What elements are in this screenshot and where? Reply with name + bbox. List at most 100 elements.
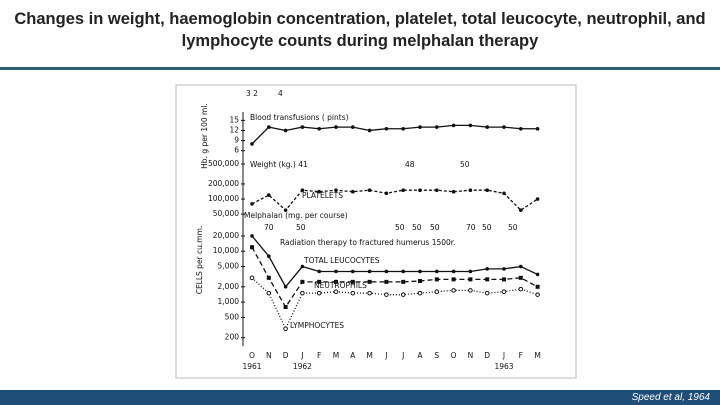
annotation: 4 (278, 89, 283, 98)
dose: 50 (412, 223, 422, 232)
data-point (249, 275, 255, 281)
data-point (451, 123, 456, 128)
data-point (300, 125, 305, 129)
x-tick-label: S (434, 351, 439, 360)
data-point (384, 126, 389, 131)
data-point (468, 188, 473, 193)
x-tick-label: F (317, 351, 321, 360)
dose: 70 (466, 223, 476, 232)
axis-label: CELLS per cu.mm. (195, 226, 204, 295)
x-tick-label: D (484, 351, 490, 360)
data-point (485, 277, 490, 282)
data-point (334, 125, 338, 129)
data-point (351, 125, 355, 129)
data-point (283, 326, 288, 331)
series-label: PLATELETS (302, 191, 343, 200)
data-point (535, 126, 540, 131)
data-point (334, 188, 338, 193)
data-point (266, 290, 272, 296)
data-point (367, 128, 372, 133)
x-tick-label: J (401, 351, 404, 360)
data-point (317, 269, 322, 274)
data-point (519, 264, 523, 269)
data-point (333, 289, 339, 295)
dose: 70 (264, 223, 274, 232)
annotation: Melphalan (mg. per course) (244, 211, 348, 220)
data-point (485, 125, 490, 129)
series-line (251, 235, 538, 288)
y-tick-label: 200,000 (208, 179, 239, 188)
data-point (418, 125, 422, 129)
data-point (367, 279, 372, 284)
y-tick-label: 9 (234, 136, 239, 145)
data-point (501, 289, 507, 295)
x-tick-label: A (350, 351, 356, 360)
data-point (484, 290, 490, 296)
dose: 50 (508, 223, 518, 232)
dose: 50 (430, 223, 440, 232)
data-point (535, 284, 540, 289)
annotation: 48 (405, 160, 415, 169)
data-point (317, 189, 322, 194)
annotation: Weight (kg.) 41 (250, 160, 308, 169)
data-point (300, 188, 305, 193)
data-point (351, 189, 355, 194)
data-point (535, 197, 540, 201)
data-point (250, 202, 254, 206)
x-tick-label: J (384, 351, 387, 360)
slide-title: Changes in weight, haemoglobin concentra… (14, 10, 706, 50)
data-point (451, 288, 456, 293)
data-point (334, 279, 338, 284)
data-point (250, 234, 254, 238)
data-point (250, 245, 254, 250)
data-point (518, 286, 524, 292)
data-point (502, 277, 506, 282)
y-tick-label: 10,000 (213, 246, 239, 255)
annotation: 50 (460, 160, 470, 169)
data-point (384, 279, 389, 284)
dose: 50 (482, 223, 492, 232)
data-point (266, 275, 271, 280)
figure: 3 2 4 Blood transfusions ( pints) Weight… (175, 84, 577, 379)
y-tick-label: 50,000 (213, 209, 239, 218)
x-tick-label: M (366, 351, 372, 360)
data-point (283, 305, 288, 310)
y-tick-label: 100,000 (208, 194, 239, 203)
data-point (367, 290, 372, 296)
data-point (367, 269, 372, 274)
axis-label: Hb. g per 100 ml. (200, 103, 209, 169)
data-point (435, 188, 439, 193)
data-point (300, 279, 305, 284)
x-tick-label: N (468, 351, 474, 360)
data-point (350, 279, 355, 284)
data-point (468, 288, 473, 293)
data-point (384, 191, 389, 196)
x-tick-label: O (451, 351, 457, 360)
data-point (401, 188, 406, 193)
x-tick-label: M (333, 351, 339, 360)
data-point (519, 208, 523, 212)
y-tick-label: 15 (229, 115, 239, 124)
data-point (283, 208, 288, 212)
data-point (401, 269, 406, 274)
series-label: NEUTROPHILS (314, 281, 367, 290)
series-line (251, 189, 538, 212)
data-point (401, 126, 406, 131)
data-point (518, 275, 523, 280)
year-label: 1962 (293, 362, 312, 371)
y-tick-label: 12 (229, 125, 239, 134)
data-point (502, 125, 506, 129)
data-point (283, 284, 288, 289)
x-tick-label: D (283, 351, 289, 360)
data-point (300, 264, 305, 269)
data-point (519, 126, 523, 131)
year-label: 1961 (242, 362, 261, 371)
annotation: Blood transfusions ( pints) (250, 113, 349, 122)
data-point (384, 292, 389, 297)
data-point (351, 269, 355, 274)
data-point (300, 290, 305, 296)
data-point (535, 272, 540, 277)
data-point (401, 279, 406, 284)
title-rule (0, 67, 720, 70)
